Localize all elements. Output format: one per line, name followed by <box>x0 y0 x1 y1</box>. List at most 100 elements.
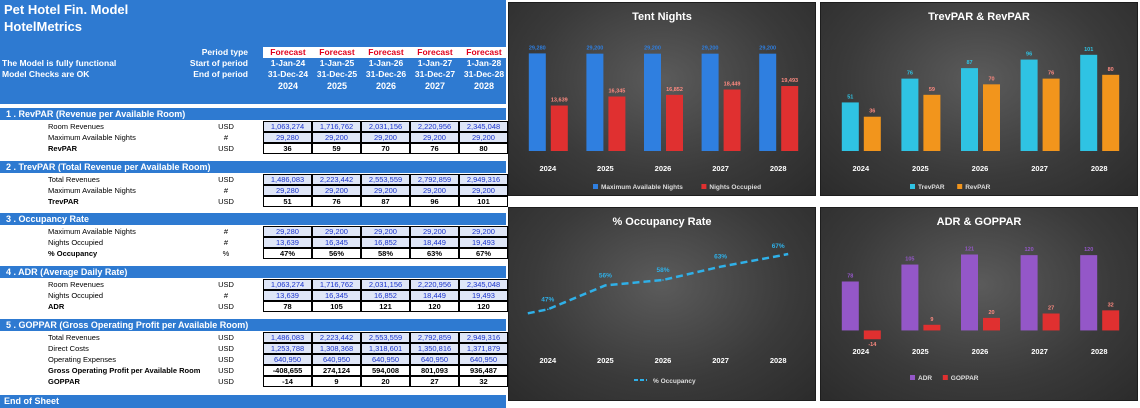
bar-trevpar <box>1080 54 1098 151</box>
table-cell[interactable]: 27 <box>410 376 459 387</box>
table-cell[interactable]: 36 <box>263 143 312 154</box>
period-start-2026: 1-Jan-26 <box>368 58 404 68</box>
table-cell[interactable]: 16,852 <box>361 237 410 248</box>
period-type-label: Period type <box>201 47 248 57</box>
table-cell[interactable]: 1,350,816 <box>410 343 459 354</box>
table-cell[interactable]: 29,200 <box>312 226 361 237</box>
table-cell[interactable]: 19,493 <box>459 290 508 301</box>
section-header: 2 . TrevPAR (Total Revenue per Available… <box>0 161 506 173</box>
table-cell[interactable]: 640,950 <box>312 354 361 365</box>
table-cell[interactable]: 29,280 <box>263 185 312 196</box>
legend-label: Nights Occupied <box>709 184 761 191</box>
table-cell[interactable]: 2,949,316 <box>459 174 508 185</box>
table-cell[interactable]: 13,639 <box>263 290 312 301</box>
table-cell[interactable]: 18,449 <box>410 237 459 248</box>
data-label: 59 <box>929 87 935 93</box>
table-cell[interactable]: 56% <box>312 248 361 259</box>
table-cell[interactable]: 2,949,316 <box>459 332 508 343</box>
table-cell[interactable]: 67% <box>459 248 508 259</box>
bar-maximum-available-nights <box>644 53 661 151</box>
table-cell[interactable]: 29,200 <box>361 132 410 143</box>
table-cell[interactable]: 120 <box>410 301 459 312</box>
table-cell[interactable]: 2,031,156 <box>361 279 410 290</box>
table-cell[interactable]: 20 <box>361 376 410 387</box>
period-type-2026: Forecast <box>361 47 411 58</box>
table-cell[interactable]: 2,792,859 <box>410 174 459 185</box>
table-cell[interactable]: 936,487 <box>459 365 508 376</box>
table-cell[interactable]: 2,223,442 <box>312 332 361 343</box>
line-point <box>777 255 779 257</box>
table-cell[interactable]: 594,008 <box>361 365 410 376</box>
table-cell[interactable]: 29,200 <box>361 185 410 196</box>
table-cell[interactable]: 1,486,083 <box>263 174 312 185</box>
table-cell[interactable]: 19,493 <box>459 237 508 248</box>
table-cell[interactable]: 78 <box>263 301 312 312</box>
table-cell[interactable]: 29,200 <box>410 226 459 237</box>
table-cell[interactable]: 2,553,559 <box>361 332 410 343</box>
table-cell[interactable]: 29,200 <box>459 132 508 143</box>
table-cell[interactable]: 1,486,083 <box>263 332 312 343</box>
table-cell[interactable]: 59 <box>312 143 361 154</box>
table-cell[interactable]: 1,371,879 <box>459 343 508 354</box>
table-cell[interactable]: 29,200 <box>312 185 361 196</box>
table-cell[interactable]: 32 <box>459 376 508 387</box>
table-cell[interactable]: 1,318,601 <box>361 343 410 354</box>
table-cell[interactable]: 63% <box>410 248 459 259</box>
table-cell[interactable]: 16,345 <box>312 237 361 248</box>
table-cell[interactable]: 2,220,956 <box>410 121 459 132</box>
table-cell[interactable]: 121 <box>361 301 410 312</box>
table-cell[interactable]: 2,031,156 <box>361 121 410 132</box>
table-cell[interactable]: 274,124 <box>312 365 361 376</box>
table-cell[interactable]: 2,220,956 <box>410 279 459 290</box>
table-cell[interactable]: 18,449 <box>410 290 459 301</box>
table-cell[interactable]: 801,093 <box>410 365 459 376</box>
table-cell[interactable]: 1,253,788 <box>263 343 312 354</box>
table-cell[interactable]: 2,345,048 <box>459 279 508 290</box>
table-cell[interactable]: -14 <box>263 376 312 387</box>
table-cell[interactable]: -408,655 <box>263 365 312 376</box>
table-cell[interactable]: 2,553,559 <box>361 174 410 185</box>
table-cell[interactable]: 120 <box>459 301 508 312</box>
table-cell[interactable]: 1,308,368 <box>312 343 361 354</box>
table-cell[interactable]: 2,792,859 <box>410 332 459 343</box>
x-tick-label: 2025 <box>912 164 929 173</box>
table-cell[interactable]: 13,639 <box>263 237 312 248</box>
table-cell[interactable]: 1,716,762 <box>312 279 361 290</box>
bar-maximum-available-nights <box>701 53 719 151</box>
table-cell[interactable]: 76 <box>410 143 459 154</box>
table-cell[interactable]: 16,852 <box>361 290 410 301</box>
table-cell[interactable]: 96 <box>410 196 459 207</box>
table-cell[interactable]: 87 <box>361 196 410 207</box>
model-status-note: The Model is fully functional <box>2 58 117 68</box>
table-cell[interactable]: 29,200 <box>410 132 459 143</box>
table-cell[interactable]: 80 <box>459 143 508 154</box>
row-label: TrevPAR <box>48 197 79 206</box>
table-cell[interactable]: 51 <box>263 196 312 207</box>
table-cell[interactable]: 47% <box>263 248 312 259</box>
period-type-2024: Forecast <box>263 47 313 58</box>
table-cell[interactable]: 16,345 <box>312 290 361 301</box>
table-cell[interactable]: 640,950 <box>263 354 312 365</box>
table-cell[interactable]: 101 <box>459 196 508 207</box>
table-cell[interactable]: 640,950 <box>410 354 459 365</box>
table-cell[interactable]: 640,950 <box>361 354 410 365</box>
table-cell[interactable]: 58% <box>361 248 410 259</box>
table-cell[interactable]: 9 <box>312 376 361 387</box>
table-cell[interactable]: 1,063,274 <box>263 121 312 132</box>
table-cell[interactable]: 29,200 <box>410 185 459 196</box>
table-cell[interactable]: 29,200 <box>459 185 508 196</box>
table-cell[interactable]: 29,280 <box>263 226 312 237</box>
table-cell[interactable]: 29,280 <box>263 132 312 143</box>
table-cell[interactable]: 1,063,274 <box>263 279 312 290</box>
table-cell[interactable]: 1,716,762 <box>312 121 361 132</box>
table-cell[interactable]: 70 <box>361 143 410 154</box>
table-cell[interactable]: 76 <box>312 196 361 207</box>
table-cell[interactable]: 2,223,442 <box>312 174 361 185</box>
table-cell[interactable]: 2,345,048 <box>459 121 508 132</box>
data-label: 36 <box>869 109 875 115</box>
table-cell[interactable]: 640,950 <box>459 354 508 365</box>
table-cell[interactable]: 29,200 <box>361 226 410 237</box>
table-cell[interactable]: 29,200 <box>312 132 361 143</box>
table-cell[interactable]: 105 <box>312 301 361 312</box>
table-cell[interactable]: 29,200 <box>459 226 508 237</box>
